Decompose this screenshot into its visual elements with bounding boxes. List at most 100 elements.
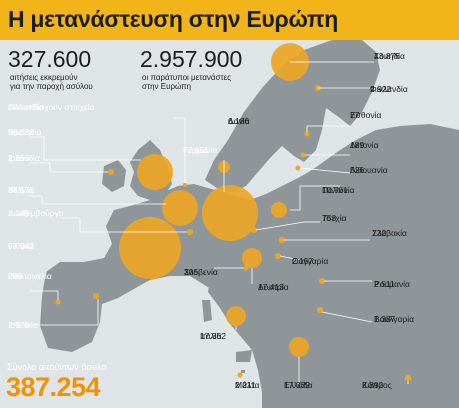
dot-hungary (275, 253, 281, 259)
label-denmark-value: 6.186 (228, 116, 250, 126)
leader-portugal (30, 290, 59, 300)
label-cyprus-value: 2.892 (362, 380, 384, 390)
label-cyprus-name: Κύπρος (362, 380, 392, 390)
dot-slovenia (243, 265, 249, 271)
bubble-germany (202, 185, 258, 241)
label-greece-value: 17.339 (284, 380, 310, 390)
label-france-name: Γαλλία (8, 241, 33, 251)
dot-portugal (55, 299, 61, 305)
label-germany-name: Γερμανία (183, 145, 218, 155)
label-romania-value: 2.511 (374, 279, 395, 289)
asylum-pending-caption-1: αιτήσεις εκκρεμούν (10, 73, 78, 82)
asylum-pending-value: 327.600 (8, 46, 92, 72)
land-malta (241, 370, 245, 373)
label-hungary-value: 2.157 (292, 256, 314, 266)
title-banner (0, 0, 459, 40)
land-scandinavia (205, 40, 380, 192)
irregular-migrants-value: 2.957.900 (140, 46, 243, 72)
dot-estonia (304, 131, 310, 137)
label-malta-name: Μάλτα (235, 380, 260, 390)
label-finland-value: 2.922 (370, 84, 392, 94)
label-netherlands-note: Δεν υπάρχουν στοιχεία (8, 102, 95, 112)
label-slovakia-value: 732 (372, 228, 387, 238)
label-italy-name: Ιταλία (200, 331, 222, 341)
irregular-migrants-caption-2: στην Ευρώπη (142, 82, 192, 91)
bubble-uk (137, 154, 173, 190)
bubble-poland (271, 202, 287, 218)
label-romania-name: Ρουμανία (374, 279, 410, 289)
dot-romania (319, 278, 325, 284)
dot-netherlands (183, 183, 187, 187)
label-spain-value: 2.579 (8, 320, 30, 330)
label-portugal-value: 299 (8, 271, 23, 281)
bubble-italy (226, 306, 246, 326)
label-sweden-name: Σουηδία (374, 51, 405, 61)
label-slovenia-value: 305 (184, 267, 199, 277)
label-poland-value: 10.761 (322, 185, 348, 195)
dot-cyprus (405, 375, 411, 381)
label-malta-value: 2.211 (235, 380, 256, 390)
label-france-value: 97.643 (8, 241, 34, 251)
label-uk-name: Βρετανία (8, 127, 42, 137)
label-spain-name: Ισπανία (8, 320, 38, 330)
dot-malta (237, 372, 243, 378)
total-asylum-value: 387.254 (6, 372, 101, 402)
label-sweden-value: 43.876 (374, 51, 400, 61)
label-estonia-name: Εσθονία (350, 110, 382, 120)
label-greece-name: Ελλάδα (284, 380, 313, 390)
dot-lithuania (295, 165, 301, 171)
label-czechia-name: Τσεχία (322, 213, 347, 223)
label-finland-name: Φινλανδία (370, 84, 408, 94)
label-austria-name: Αυστρία (258, 282, 289, 292)
label-germany-value: 77.651 (183, 145, 209, 155)
total-asylum-label: Σύνολο αιτούντων άσυλο (7, 362, 107, 372)
leader-poland (290, 185, 340, 211)
leader-belgium (28, 195, 166, 205)
bubble-greece (289, 337, 309, 357)
dots (55, 85, 411, 381)
label-ireland-value: 2.256 (8, 153, 30, 163)
label-luxembourg-name: Λουξεμβούργο (8, 208, 64, 218)
dot-ireland (108, 169, 114, 175)
label-slovakia-name: Σλοβακία (372, 228, 407, 238)
bubble-france (119, 217, 181, 279)
dot-latvia (300, 152, 306, 158)
land-ireland (102, 160, 126, 192)
label-belgium-name: Βέλγιο (8, 185, 33, 195)
leader-luxembourg (62, 217, 187, 233)
leader-netherlands (174, 117, 186, 183)
label-slovenia-name: Σλοβενία (184, 267, 218, 277)
label-belgium-value: 38.570 (8, 185, 34, 195)
label-hungary-name: Ουγγαρία (292, 256, 329, 266)
asylum-pending-caption-2: για την παροχή ασύλου (10, 82, 93, 91)
leader-czechia (255, 221, 320, 231)
dot-luxembourg (187, 229, 193, 235)
label-austria-value: 17.413 (258, 282, 284, 292)
label-uk-value: 36.522 (8, 127, 34, 137)
leader-bulgaria (321, 311, 373, 323)
leader-spain (30, 299, 99, 326)
leader-ireland (30, 162, 108, 173)
label-latvia-name: Λετονία (350, 140, 379, 150)
leader-hungary (279, 255, 301, 261)
label-netherlands-name: Ολλανδία (8, 102, 44, 112)
bubble-belgium (162, 190, 198, 226)
label-estonia-value: 77 (350, 110, 360, 120)
leader-lithuania (299, 167, 351, 174)
label-poland-name: Πολωνία (322, 185, 355, 195)
land-crete (294, 380, 318, 387)
leader-lines (28, 61, 409, 384)
land-sardinia (202, 300, 212, 322)
page-title: Η μετανάστευση στην Ευρώπη (8, 6, 338, 32)
leader-uk (30, 136, 141, 161)
irregular-migrants-caption-1: οι παράτυποι μετανάστες (142, 73, 232, 82)
label-lithuania-value: 526 (350, 165, 365, 175)
label-lithuania-name: Λιθουανία (350, 165, 388, 175)
land-sicily (236, 350, 252, 362)
leader-estonia (306, 125, 350, 132)
label-denmark-name: Δανία (228, 116, 250, 126)
label-luxembourg-value: 2.146 (8, 208, 30, 218)
bubble-austria (242, 248, 262, 268)
